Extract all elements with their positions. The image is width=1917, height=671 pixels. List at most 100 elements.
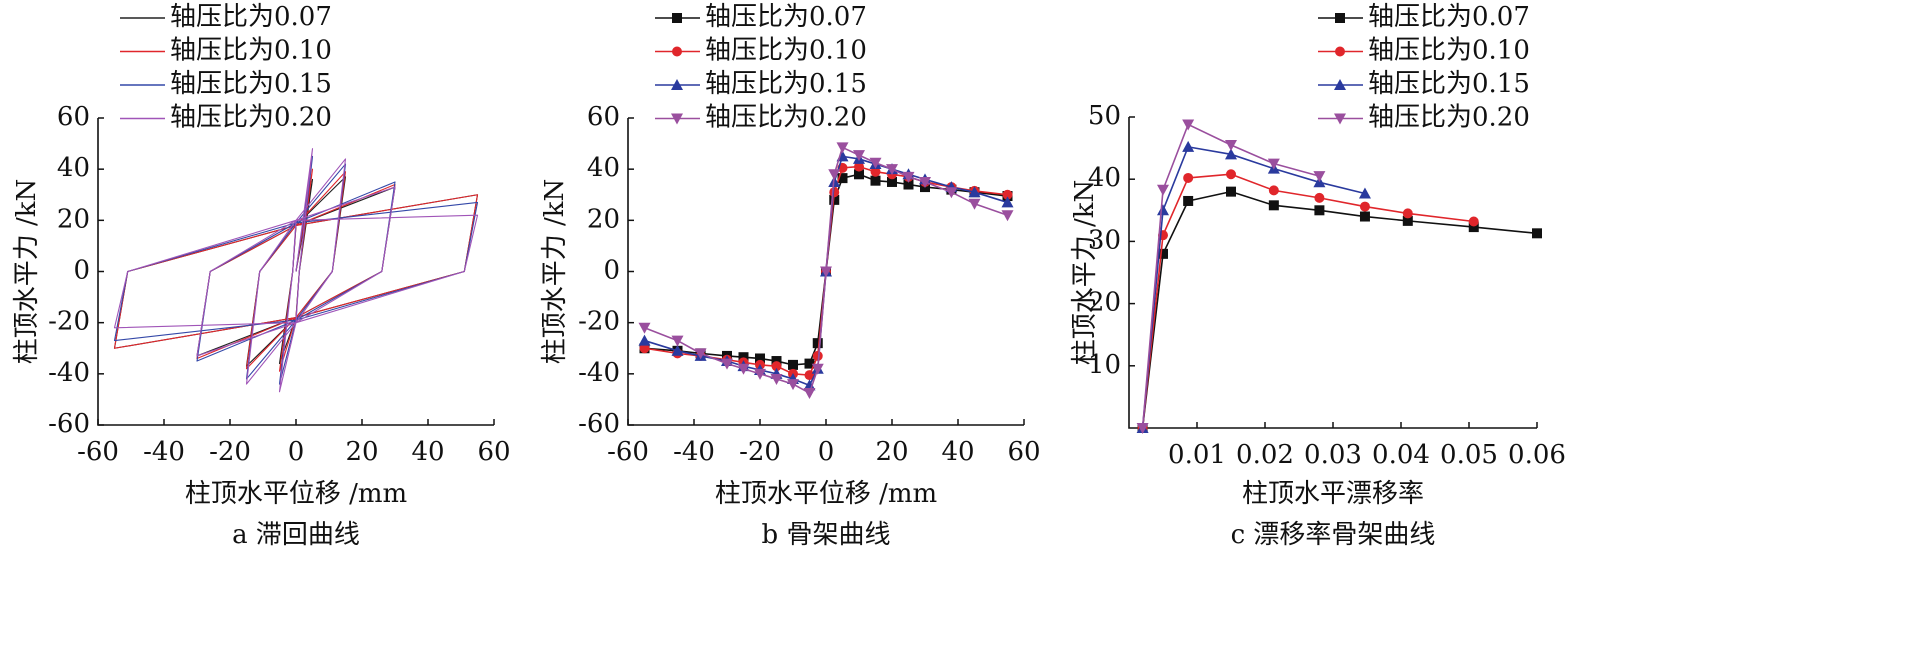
legend-label: 轴压比为0.20 — [705, 103, 867, 133]
marker — [820, 266, 832, 278]
marker — [1157, 184, 1169, 196]
marker — [1359, 201, 1370, 212]
legend-label: 轴压比为0.07 — [170, 2, 332, 32]
marker — [853, 150, 865, 162]
y-tick-label: 0 — [73, 256, 90, 286]
marker — [755, 353, 765, 364]
marker — [886, 164, 898, 176]
series-line — [1141, 123, 1320, 429]
marker — [1402, 215, 1413, 226]
series-line — [1141, 173, 1474, 429]
marker — [1402, 208, 1413, 219]
marker — [771, 361, 782, 372]
marker — [1314, 205, 1325, 216]
x-tick-label: 60 — [1007, 437, 1040, 467]
marker — [770, 373, 783, 385]
x-tick-label: 0.01 — [1168, 440, 1226, 470]
marker — [1314, 192, 1325, 203]
x-tick-label: 40 — [411, 437, 444, 467]
marker — [869, 157, 882, 169]
marker — [721, 358, 733, 370]
y-axis-title: 柱顶水平力 /kN — [1070, 180, 1100, 366]
marker — [811, 363, 824, 375]
series-line — [113, 148, 479, 393]
x-tick-label: 0.04 — [1372, 440, 1430, 470]
marker — [1468, 222, 1479, 233]
marker — [638, 334, 651, 346]
caption: b 骨架曲线 — [762, 520, 891, 550]
y-tick-label: 20 — [57, 204, 90, 234]
legend-marker — [671, 79, 683, 90]
marker — [788, 359, 798, 370]
marker — [1359, 211, 1370, 222]
marker — [803, 379, 816, 391]
legend-marker — [672, 13, 682, 23]
legend-marker — [1335, 46, 1345, 57]
marker — [754, 368, 766, 380]
marker — [1182, 119, 1195, 131]
y-axis-title: 柱顶水平力 /kN — [540, 179, 570, 365]
marker — [737, 363, 750, 375]
legend-label: 轴压比为0.10 — [705, 36, 867, 66]
marker — [812, 338, 823, 349]
x-tick-label: -60 — [77, 437, 119, 467]
marker — [968, 186, 981, 198]
legend-label: 轴压比为0.15 — [170, 69, 332, 99]
marker — [854, 161, 864, 172]
marker — [1468, 216, 1479, 227]
y-tick-label: -40 — [48, 358, 90, 388]
marker — [1136, 423, 1149, 434]
legend-marker — [672, 46, 682, 57]
marker — [1158, 248, 1168, 259]
marker — [1226, 186, 1236, 197]
marker — [1183, 195, 1194, 206]
x-tick-label: 0 — [288, 437, 305, 467]
x-tick-label: -40 — [143, 437, 185, 467]
marker — [1157, 204, 1169, 216]
marker — [870, 175, 881, 186]
marker — [870, 166, 881, 177]
x-axis-title: 柱顶水平漂移率 — [1242, 479, 1424, 509]
marker — [945, 187, 958, 199]
x-tick-label: 0.02 — [1236, 440, 1294, 470]
y-tick-label: 20 — [1088, 288, 1121, 318]
y-tick-label: 40 — [57, 153, 90, 183]
marker — [671, 344, 684, 356]
y-tick-label: 40 — [587, 153, 620, 183]
marker — [1001, 210, 1014, 222]
marker — [812, 350, 823, 361]
y-tick-label: 20 — [587, 204, 620, 234]
x-tick-label: -20 — [739, 437, 781, 467]
series-line — [1141, 146, 1366, 429]
marker — [1268, 200, 1279, 211]
legend-marker — [671, 113, 683, 125]
marker — [638, 322, 651, 334]
marker — [671, 335, 684, 347]
x-tick-label: 20 — [875, 437, 908, 467]
legend-label: 轴压比为0.07 — [1368, 2, 1530, 32]
caption: c 漂移率骨架曲线 — [1231, 520, 1436, 550]
marker — [836, 142, 849, 154]
y-tick-label: 60 — [587, 102, 620, 132]
marker — [854, 169, 864, 180]
x-tick-label: 0.03 — [1304, 440, 1362, 470]
legend-label: 轴压比为0.20 — [1368, 103, 1530, 133]
marker — [1268, 185, 1279, 196]
marker — [828, 169, 841, 181]
x-tick-label: 0 — [818, 437, 835, 467]
y-tick-label: 0 — [603, 256, 620, 286]
marker — [837, 173, 848, 184]
marker — [968, 198, 981, 210]
x-tick-label: 40 — [941, 437, 974, 467]
marker — [1002, 189, 1013, 200]
marker — [887, 176, 897, 187]
y-tick-label: -60 — [48, 409, 90, 439]
marker — [1532, 228, 1542, 239]
marker — [1225, 148, 1237, 160]
legend-label: 轴压比为0.15 — [1368, 69, 1530, 99]
x-tick-label: 60 — [477, 437, 510, 467]
marker — [1267, 158, 1280, 170]
marker — [694, 348, 707, 360]
marker — [1001, 196, 1014, 208]
